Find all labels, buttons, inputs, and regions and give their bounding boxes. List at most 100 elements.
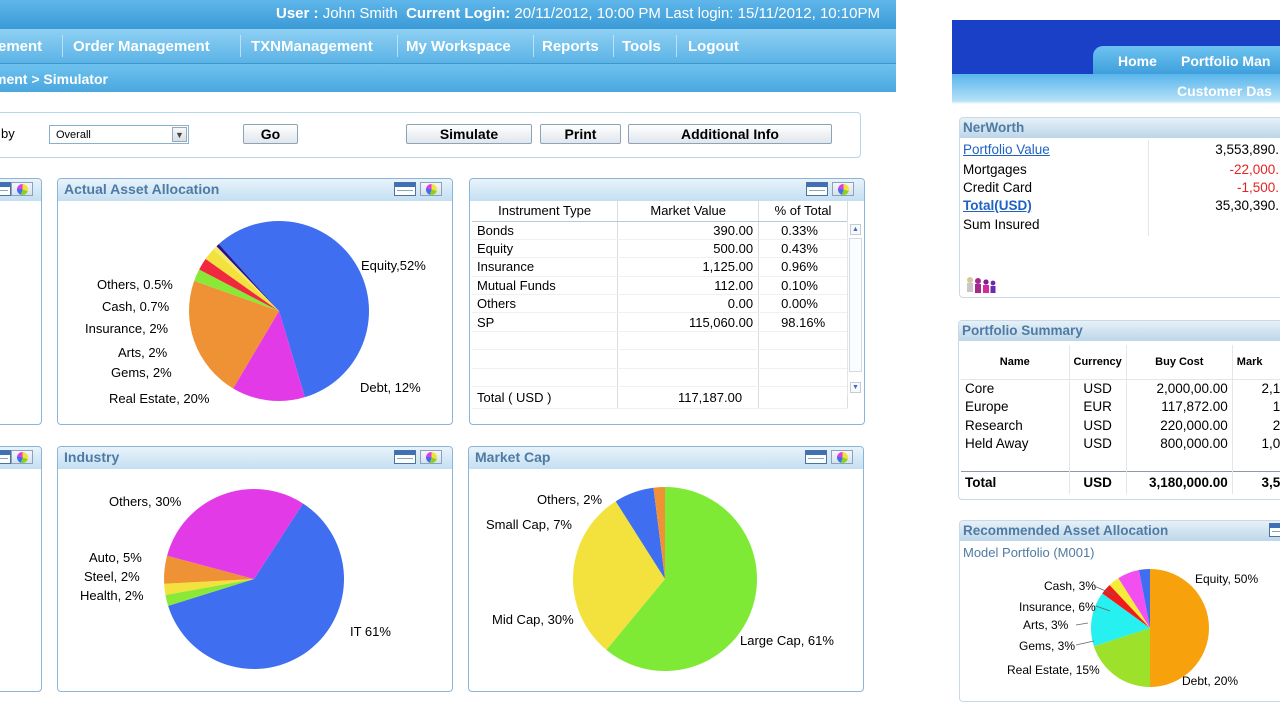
table-row[interactable]: Others 0.00 0.00% bbox=[472, 294, 848, 314]
menu-item-logout[interactable]: Logout bbox=[688, 38, 739, 55]
credit-card-value: -1,500. bbox=[1236, 180, 1279, 195]
nav-tab-home[interactable]: Home bbox=[1118, 53, 1157, 69]
table-view-icon[interactable] bbox=[0, 182, 11, 196]
login-info: User : John Smith Current Login: 20/11/2… bbox=[276, 5, 880, 22]
pie-slice-real-estate[interactable] bbox=[1091, 593, 1150, 647]
pie-slice-others[interactable] bbox=[216, 244, 279, 311]
pie-slice-health[interactable] bbox=[165, 579, 254, 606]
pie-slice-arts[interactable] bbox=[1109, 578, 1150, 628]
table-row[interactable]: Insurance 1,125.00 0.96% bbox=[472, 257, 848, 277]
pie-labels: Equity, 50% Debt, 20% Real Estate, 15% Gems… bbox=[1007, 572, 1258, 688]
pie-label-insurance: Insurance, 6% bbox=[1019, 600, 1096, 614]
go-button[interactable]: Go bbox=[243, 124, 298, 144]
pie-slice-small-cap[interactable] bbox=[615, 487, 665, 579]
pie-slice-insurance[interactable] bbox=[205, 249, 279, 311]
menu-item-tools[interactable]: Tools bbox=[622, 38, 661, 55]
table-view-icon[interactable] bbox=[0, 450, 11, 464]
pie-slice-debt[interactable] bbox=[1093, 628, 1150, 687]
pie-slice-real-estate[interactable] bbox=[189, 280, 279, 389]
total-currency: USD bbox=[1069, 471, 1127, 494]
scroll-up-icon[interactable]: ▲ bbox=[850, 224, 861, 235]
portfolio-value-link[interactable]: Portfolio Value bbox=[963, 142, 1050, 157]
menu-separator bbox=[613, 35, 614, 57]
pie-slice-gems[interactable] bbox=[1102, 584, 1150, 628]
column-header[interactable]: Mark bbox=[1232, 345, 1280, 380]
pie-view-icon[interactable] bbox=[11, 182, 33, 196]
pie-view-icon[interactable] bbox=[11, 450, 33, 464]
pie-label-it: IT 61% bbox=[350, 624, 391, 639]
panel-title: NerWorth bbox=[963, 120, 1025, 135]
column-header[interactable]: Buy Cost bbox=[1126, 345, 1233, 380]
instrument-table: Instrument Type Market Value % of Total … bbox=[472, 201, 848, 410]
menu-item-order-management[interactable]: Order Management bbox=[73, 38, 210, 55]
pie-slice-arts[interactable] bbox=[199, 258, 279, 311]
table-row[interactable]: Mutual Funds 112.00 0.10% bbox=[472, 276, 848, 296]
pie-label-large-cap: Large Cap, 61% bbox=[740, 633, 834, 648]
table-view-icon[interactable] bbox=[1269, 523, 1280, 537]
cell: SP bbox=[472, 312, 619, 332]
table-view-icon[interactable] bbox=[806, 182, 828, 196]
cell: 20 bbox=[1232, 416, 1280, 435]
leader-line bbox=[1095, 605, 1111, 612]
subnav-customer-dashboard[interactable]: Customer Das bbox=[1177, 83, 1272, 99]
table-view-icon[interactable] bbox=[394, 182, 416, 196]
pie-slice-auto[interactable] bbox=[164, 555, 254, 584]
column-header[interactable]: Instrument Type bbox=[472, 201, 619, 222]
pie-slice-cash[interactable] bbox=[1138, 569, 1150, 628]
pie-slice-cash[interactable] bbox=[213, 246, 279, 311]
column-header[interactable]: Name bbox=[961, 345, 1070, 380]
menu-separator bbox=[397, 35, 398, 57]
panel-header: Industry bbox=[58, 447, 452, 469]
column-header[interactable]: Currency bbox=[1069, 345, 1127, 380]
view-select[interactable]: Overall ▼ bbox=[49, 125, 189, 144]
industry-panel: Industry IT 61% Health, 2% Steel, 2% Auto, … bbox=[57, 446, 453, 692]
cell: 0.00 bbox=[617, 294, 760, 314]
column-header[interactable]: % of Total bbox=[758, 201, 848, 222]
print-button[interactable]: Print bbox=[540, 124, 621, 144]
total-usd-link[interactable]: Total(USD) bbox=[963, 198, 1032, 213]
user-label: User : bbox=[276, 5, 319, 22]
pie-slice-debt[interactable] bbox=[233, 311, 305, 401]
panel-header: Recommended Asset Allocation bbox=[960, 521, 1280, 541]
table-scrollbar[interactable]: ▲ ▼ bbox=[847, 221, 863, 397]
table-view-icon[interactable] bbox=[394, 450, 416, 464]
pie-slice-others[interactable] bbox=[653, 487, 665, 579]
table-row[interactable]: SP 115,060.00 98.16% bbox=[472, 312, 848, 332]
additional-info-button[interactable]: Additional Info bbox=[628, 124, 832, 144]
menu-item-my-workspace[interactable]: My Workspace bbox=[406, 38, 511, 55]
pie-slice-gems[interactable] bbox=[194, 269, 279, 311]
menu-item-reports[interactable]: Reports bbox=[542, 38, 599, 55]
networth-panel: NerWorth Portfolio Value 3,553,890. Mort… bbox=[959, 117, 1280, 298]
table-row[interactable]: Equity 500.00 0.43% bbox=[472, 239, 848, 259]
scroll-track[interactable] bbox=[849, 238, 862, 372]
nav-tab-portfolio-management[interactable]: Portfolio Man bbox=[1181, 53, 1271, 69]
pie-view-icon[interactable] bbox=[420, 182, 442, 196]
chevron-down-icon[interactable]: ▼ bbox=[172, 127, 187, 142]
simulate-button[interactable]: Simulate bbox=[406, 124, 532, 144]
pie-slice-insurance[interactable] bbox=[1118, 570, 1150, 628]
pie-slices bbox=[1091, 569, 1209, 687]
table-row[interactable]: Bonds 390.00 0.33% bbox=[472, 221, 848, 240]
pie-view-icon[interactable] bbox=[420, 450, 442, 464]
pie-slice-mid-cap[interactable] bbox=[573, 501, 665, 650]
total-market-value: 3,55 bbox=[1232, 471, 1280, 494]
column-header[interactable]: Market Value bbox=[617, 201, 760, 222]
pie-slice-equity[interactable] bbox=[218, 221, 369, 398]
cell: 117,872.00 bbox=[1126, 397, 1233, 416]
menu-item-txn-management[interactable]: TXNManagement bbox=[251, 38, 373, 55]
pie-slice-steel[interactable] bbox=[164, 579, 254, 595]
table-view-icon[interactable] bbox=[805, 450, 827, 464]
family-icon[interactable] bbox=[965, 276, 1001, 296]
pie-view-icon[interactable] bbox=[831, 450, 853, 464]
menu-item-management[interactable]: ement bbox=[0, 38, 43, 55]
pie-slice-equity[interactable] bbox=[1150, 569, 1209, 687]
scroll-down-icon[interactable]: ▼ bbox=[850, 382, 861, 393]
pie-slice-it[interactable] bbox=[168, 503, 344, 669]
pie-view-icon[interactable] bbox=[832, 182, 854, 196]
pie-slice-others[interactable] bbox=[167, 489, 304, 579]
pie-slice-large-cap[interactable] bbox=[606, 487, 757, 671]
